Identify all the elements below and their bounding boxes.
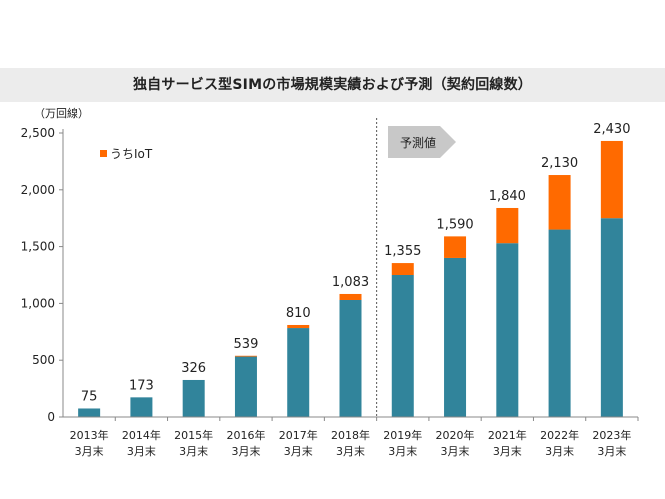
bar-segment-base [130,397,153,417]
x-tick-label-month: 3月末 [493,444,522,458]
y-tick-label: 2,000 [21,183,55,197]
bar-segment-iot [234,355,257,357]
bar-total-label: 1,590 [436,217,473,232]
bar-total-label: 1,355 [384,244,421,259]
x-tick-label-month: 3月末 [75,444,104,458]
x-tick-label-year: 2020年 [436,428,475,442]
x-tick-label-year: 2018年 [331,428,370,442]
x-tick-label-year: 2019年 [383,428,422,442]
x-tick-label-month: 3月末 [179,444,208,458]
x-tick-label-year: 2021年 [488,428,527,442]
bar-segment-base [391,275,414,417]
bar-total-label: 326 [181,361,206,376]
bar-total-label: 2,130 [541,156,578,171]
forecast-arrow-shape [388,126,456,158]
forecast-label: 予測値 [400,135,436,150]
x-tick-label-year: 2016年 [226,428,265,442]
bar-segment-base [444,257,467,417]
bar-total-label: 1,840 [489,189,526,204]
bar-segment-iot [496,207,519,244]
bar-total-label: 2,430 [593,122,630,137]
y-tick-label: 500 [32,353,55,367]
x-axis: 2013年 3月末 2014年 3月末 2015年 3月末 2016年 3月末 2017年 3月末… [63,416,639,458]
forecast-badge: 予測値 [388,126,456,158]
bar-total-label: 1,083 [332,275,369,290]
bars [78,140,623,417]
bar-segment-iot [391,263,414,275]
x-tick-label-year: 2013年 [70,428,109,442]
legend-swatch-iot [100,150,107,157]
x-tick-label-month: 3月末 [388,444,417,458]
x-tick-label-year: 2017年 [279,428,318,442]
x-tick-label-year: 2023年 [592,428,631,442]
bar-segment-iot [600,140,623,219]
bar-segment-iot [548,175,571,230]
x-tick-label-month: 3月末 [284,444,313,458]
bar-segment-iot [339,293,362,300]
bar-total-label: 75 [81,389,98,404]
x-tick-label-year: 2015年 [174,428,213,442]
y-axis-unit-label: （万回線） [34,106,89,120]
y-tick-label: 1,000 [21,296,55,310]
bar-segment-base [339,299,362,417]
bar-segment-base [234,356,257,417]
bar-segment-base [600,218,623,417]
x-tick-label-month: 3月末 [336,444,365,458]
bar-segment-base [287,328,310,417]
bar-segment-base [496,243,519,417]
bar-segment-iot [287,324,310,329]
chart-title: 独自サービス型SIMの市場規模実績および予測（契約回線数） [132,77,533,93]
bar-segment-base [78,408,101,417]
bar-segment-base [548,229,571,417]
x-tick-label-month: 3月末 [441,444,470,458]
y-tick-label: 2,500 [21,126,55,140]
y-tick-label: 1,500 [21,240,55,254]
bar-total-label: 173 [129,378,154,393]
legend-label-iot: うちIoT [110,147,153,161]
y-tick-label: 0 [47,410,55,424]
x-tick-label-month: 3月末 [597,444,626,458]
x-tick-label-month: 3月末 [231,444,260,458]
data-labels: 75 173 326 539 810 1,083 1,355 1,590 1,840 2,130 2… [81,122,631,405]
x-tick-label-month: 3月末 [545,444,574,458]
title-band [0,68,665,102]
bar-segment-iot [444,236,467,258]
y-axis: 0 500 1,000 1,500 2,000 2,500 [21,126,64,424]
x-tick-label-year: 2022年 [540,428,579,442]
x-tick-label-month: 3月末 [127,444,156,458]
x-tick-label-year: 2014年 [122,428,161,442]
bar-total-label: 539 [234,337,259,352]
bar-total-label: 810 [286,306,311,321]
bar-segment-base [182,379,205,417]
legend: うちIoT [100,147,153,161]
